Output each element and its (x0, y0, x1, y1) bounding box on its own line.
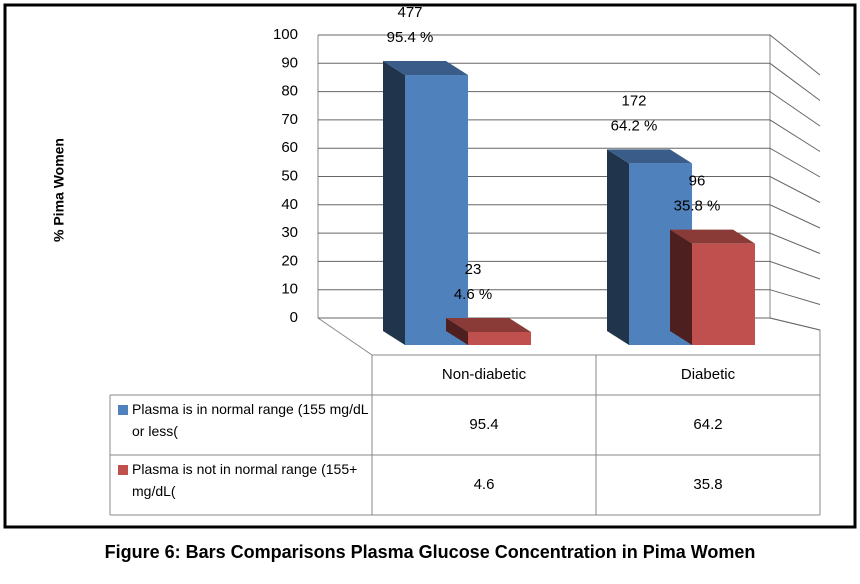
bar-side (670, 229, 692, 345)
data-count: 477 (397, 4, 422, 21)
grid-line (318, 119, 821, 152)
grid-line (318, 147, 821, 178)
y-tick-label: 40 (281, 196, 298, 213)
grid-line (318, 176, 821, 203)
data-label: 4.6 % (454, 286, 492, 303)
y-tick-label: 70 (281, 111, 298, 128)
table-lines (109, 355, 821, 516)
bar (468, 331, 531, 345)
y-axis-label: % Pima Women (51, 138, 67, 242)
legend-entry: Plasma is in normal range (155 mg/dL or … (132, 401, 369, 439)
x-tick-label: Non-diabetic (442, 366, 527, 383)
table-value: 35.8 (693, 476, 722, 493)
table-value: 64.2 (693, 416, 722, 433)
legend-swatch (118, 465, 128, 475)
grid-line (318, 91, 821, 127)
chart-title: Figure 6: Bars Comparisons Plasma Glucos… (105, 542, 756, 562)
bar-side (383, 61, 405, 345)
data-count: 172 (621, 92, 646, 109)
bar (692, 243, 755, 345)
x-tick-label: Diabetic (681, 366, 736, 383)
legend-entry: Plasma is not in normal range (155+ mg/d… (132, 461, 358, 499)
y-tick-label: 100 (273, 26, 298, 43)
data-label: 64.2 % (611, 117, 658, 134)
data-label: 35.8 % (674, 198, 721, 215)
data-count: 23 (465, 261, 482, 278)
bar-top (446, 317, 531, 332)
table-value: 95.4 (469, 416, 498, 433)
bar-top (383, 61, 468, 76)
y-tick-label: 80 (281, 83, 298, 100)
y-tick-label: 0 (290, 309, 298, 326)
data-label: 95.4 % (387, 29, 434, 46)
y-tick-label: 60 (281, 139, 298, 156)
y-tick-label: 20 (281, 252, 298, 269)
y-tick-label: 10 (281, 281, 298, 298)
data-count: 96 (689, 173, 706, 190)
legend-swatch (118, 405, 128, 415)
bar-top (670, 229, 755, 244)
grid-line (318, 62, 821, 101)
bar-top (607, 149, 692, 164)
bar-side (607, 149, 629, 345)
legend-label: Plasma is not in normal range (155+ mg/d… (132, 461, 358, 499)
grid-line (318, 232, 821, 254)
legend-label: Plasma is in normal range (155 mg/dL or … (132, 401, 369, 439)
y-tick-label: 50 (281, 167, 298, 184)
y-tick-label: 90 (281, 54, 298, 71)
grid-line (318, 260, 821, 280)
bar (405, 75, 468, 345)
y-tick-label: 30 (281, 224, 298, 241)
table-value: 4.6 (474, 476, 495, 493)
grid-line (318, 34, 821, 76)
grid-line (318, 289, 821, 305)
bar-side (446, 317, 468, 345)
grid-line (318, 204, 821, 229)
